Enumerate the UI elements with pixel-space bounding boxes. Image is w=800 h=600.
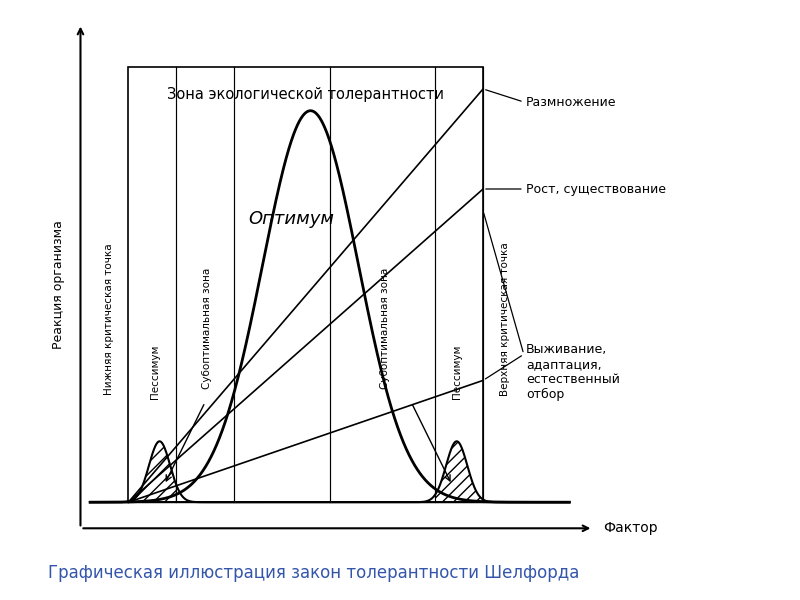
Text: Нижняя критическая точка: Нижняя критическая точка bbox=[104, 244, 114, 395]
Text: Рост, существование: Рост, существование bbox=[526, 182, 666, 196]
Text: Реакция организма: Реакция организма bbox=[53, 220, 66, 349]
Text: Выживание,
адаптация,
естественный
отбор: Выживание, адаптация, естественный отбор bbox=[526, 343, 620, 401]
Text: Субоптимальная зона: Субоптимальная зона bbox=[202, 268, 213, 389]
Bar bbox=[129, 67, 483, 502]
Text: Зона экологической толерантности: Зона экологической толерантности bbox=[167, 87, 444, 102]
Text: Пессимум: Пессимум bbox=[150, 344, 160, 399]
Text: Оптимум: Оптимум bbox=[248, 211, 334, 229]
Text: Фактор: Фактор bbox=[603, 521, 658, 535]
Text: Пессимум: Пессимум bbox=[452, 344, 462, 399]
Text: Верхняя критическая точка: Верхняя критическая точка bbox=[500, 242, 510, 397]
Text: Субоптимальная зона: Субоптимальная зона bbox=[380, 268, 390, 389]
Text: Графическая иллюстрация закон толерантности Шелфорда: Графическая иллюстрация закон толерантно… bbox=[48, 564, 579, 582]
Text: Размножение: Размножение bbox=[526, 95, 617, 109]
